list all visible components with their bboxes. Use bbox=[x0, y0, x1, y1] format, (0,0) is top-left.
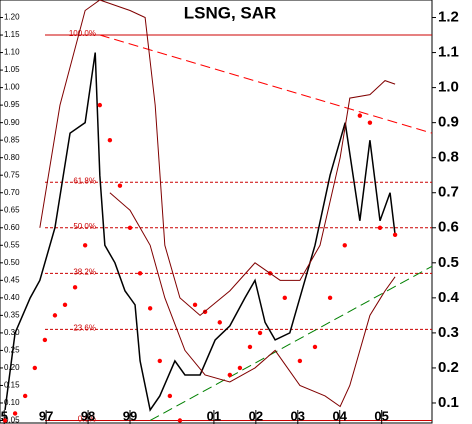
sar-dot bbox=[392, 232, 398, 237]
sar-dot bbox=[2, 418, 8, 423]
series-line bbox=[39, 0, 396, 317]
y2-tick-label: 0.3 bbox=[438, 324, 459, 341]
y2-tick-label: 1.0 bbox=[438, 79, 459, 96]
sar-dot bbox=[247, 344, 253, 350]
sar-dot bbox=[117, 183, 123, 188]
y-tick-label: 0.35 bbox=[4, 310, 20, 319]
series-line bbox=[4, 52, 396, 412]
y-tick-label: 0.50 bbox=[4, 258, 20, 267]
y-tick-label: 0.20 bbox=[4, 363, 20, 372]
x-tick-label: 02 bbox=[249, 408, 263, 423]
y2-tick-label: 0.8 bbox=[438, 149, 459, 166]
sar-dot bbox=[52, 313, 58, 318]
y-tick-label: 0.75 bbox=[4, 170, 20, 179]
chart-title: LSNG, SAR bbox=[184, 3, 277, 22]
y-tick-label: 0.15 bbox=[4, 381, 20, 390]
sar-dot bbox=[377, 225, 383, 230]
sar-dot bbox=[227, 372, 233, 378]
y-tick-label: 0.65 bbox=[4, 205, 20, 214]
y2-tick-label: 0.7 bbox=[438, 184, 459, 201]
trendline bbox=[99, 34, 433, 134]
y-tick-label: 0.70 bbox=[4, 188, 20, 197]
y-tick-label: 0.60 bbox=[4, 223, 20, 232]
y-tick-label: 0.95 bbox=[4, 100, 20, 109]
y-tick-label: 0.90 bbox=[4, 118, 20, 127]
y-tick-label: 0.55 bbox=[4, 240, 20, 249]
y-tick-label: 0.25 bbox=[4, 346, 20, 355]
y-tick-label: 0.10 bbox=[4, 398, 20, 407]
y2-tick-label: 1.1 bbox=[438, 44, 459, 61]
sar-dot bbox=[357, 113, 363, 118]
y-tick-label: 0.80 bbox=[4, 153, 20, 162]
fib-label: 61.8% bbox=[73, 176, 96, 185]
series-line bbox=[109, 192, 396, 408]
y-tick-label: 1.00 bbox=[4, 83, 20, 92]
sar-dot bbox=[137, 271, 143, 276]
sar-dot bbox=[157, 358, 162, 364]
y2-tick-label: 0.9 bbox=[438, 114, 459, 131]
y2-tick-label: 0.5 bbox=[438, 254, 459, 271]
y2-tick-label: 0.4 bbox=[438, 289, 460, 306]
sar-dot bbox=[367, 120, 373, 125]
y-tick-label: 0.05 bbox=[4, 416, 20, 424]
x-tick-label: 98 bbox=[81, 408, 95, 423]
sar-dot bbox=[12, 411, 18, 416]
x-tick-label: 97 bbox=[39, 408, 53, 423]
y2-tick-label: 0.2 bbox=[438, 359, 459, 376]
sar-dot bbox=[167, 393, 173, 399]
plot-frame bbox=[0, 0, 433, 424]
y-tick-label: 0.45 bbox=[4, 275, 20, 284]
y-tick-label: 0.40 bbox=[4, 293, 20, 302]
sar-dot bbox=[127, 225, 133, 230]
sar-dot bbox=[62, 302, 68, 308]
x-tick-label: 03 bbox=[291, 408, 305, 423]
sar-dot bbox=[297, 358, 303, 364]
sar-dot bbox=[72, 285, 78, 290]
x-tick-label: 04 bbox=[332, 408, 347, 423]
sar-dot bbox=[177, 418, 183, 423]
sar-dot bbox=[312, 344, 318, 350]
sar-dot bbox=[97, 102, 103, 108]
fib-label: 100.0% bbox=[69, 29, 96, 38]
trendline bbox=[149, 265, 433, 421]
x-tick-label: 99 bbox=[123, 408, 137, 423]
fib-label: 0.0% bbox=[78, 415, 96, 424]
sar-dot bbox=[107, 137, 113, 143]
y2-tick-label: 0.1 bbox=[438, 394, 459, 411]
sar-dot bbox=[342, 243, 347, 248]
y-tick-label: 0.30 bbox=[4, 328, 20, 337]
fib-label: 38.2% bbox=[73, 267, 96, 276]
x-tick-label: 01 bbox=[207, 408, 221, 423]
sar-dot bbox=[327, 295, 333, 301]
sar-dot bbox=[82, 243, 88, 248]
sar-dot bbox=[147, 306, 153, 311]
y-tick-label: 1.05 bbox=[4, 65, 20, 74]
y-tick-label: 1.10 bbox=[4, 48, 20, 57]
fib-label: 50.0% bbox=[73, 222, 96, 231]
sar-dot bbox=[282, 295, 287, 301]
y-tick-label: 1.15 bbox=[4, 30, 20, 39]
sar-dot bbox=[237, 365, 243, 371]
y-tick-label: 0.85 bbox=[4, 135, 20, 144]
x-tick-label: 5 bbox=[1, 408, 8, 423]
sar-dot bbox=[32, 365, 38, 371]
x-tick-label: 05 bbox=[374, 408, 388, 423]
sar-dot bbox=[192, 302, 198, 308]
sar-dot bbox=[22, 393, 28, 399]
sar-dot bbox=[257, 330, 263, 336]
fib-label: 23.6% bbox=[73, 323, 96, 332]
sar-dot bbox=[42, 337, 48, 343]
y-tick-label: 1.20 bbox=[4, 13, 20, 22]
sar-dot bbox=[217, 320, 222, 325]
y2-tick-label: 0.6 bbox=[438, 219, 459, 236]
y2-tick-label: 1.2 bbox=[438, 8, 459, 25]
